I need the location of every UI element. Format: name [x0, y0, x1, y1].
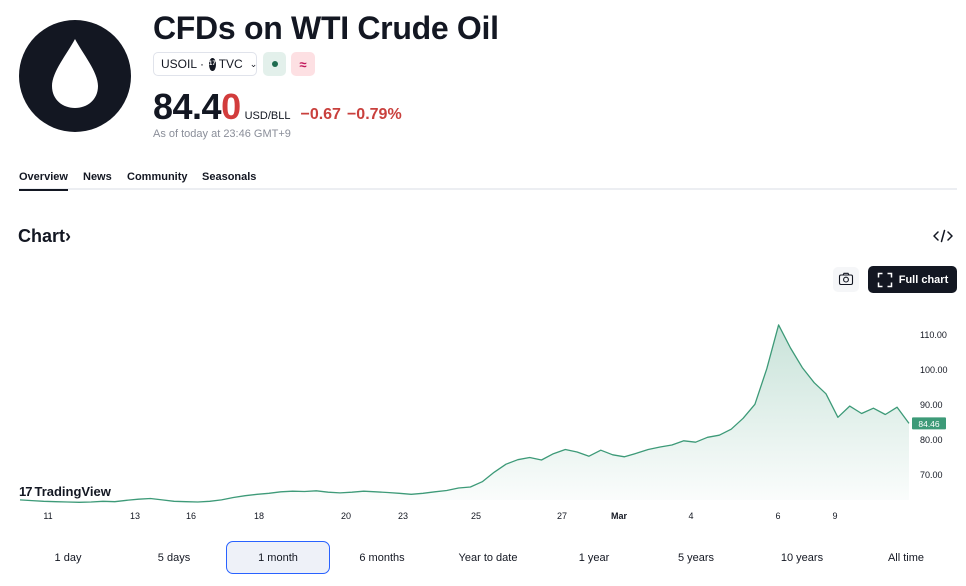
x-axis-tick-label: 27 [557, 511, 567, 521]
range-button[interactable]: Year to date [458, 551, 518, 564]
fullscreen-icon [877, 272, 892, 287]
embed-code-icon[interactable] [933, 229, 953, 243]
range-button[interactable]: 6 months [359, 551, 405, 564]
price-row: 84.4 0 USD/BLL −0.67 −0.79% [153, 86, 402, 128]
range-button[interactable]: 5 years [677, 551, 715, 564]
y-axis-tick-label: 80.00 [920, 435, 943, 445]
chevron-down-icon: ⌄ [249, 58, 258, 69]
x-axis-tick-label: 25 [471, 511, 481, 521]
market-status-badge[interactable] [263, 52, 286, 76]
x-axis-tick-label: Mar [611, 511, 628, 521]
x-axis-tick-label: 9 [832, 511, 837, 521]
x-axis-tick-label: 16 [186, 511, 196, 521]
price-timestamp: As of today at 23:46 GMT+9 [153, 128, 291, 140]
x-axis-tick-label: 23 [398, 511, 408, 521]
tradingview-mark-icon: 17 [19, 484, 33, 499]
x-axis-tick-label: 4 [688, 511, 693, 521]
chart-heading-label: Chart [18, 226, 66, 246]
x-axis-tick-label: 20 [341, 511, 351, 521]
range-button[interactable]: All time [887, 551, 925, 564]
last-price: 84.4 [153, 86, 222, 127]
price-currency: USD/BLL [244, 110, 291, 122]
symbol-ticker: USOIL [161, 57, 198, 71]
tab-community[interactable]: Community [127, 171, 188, 183]
y-axis-tick-label: 110.00 [920, 330, 947, 340]
price-area-fill [20, 324, 909, 503]
range-button[interactable]: 5 days [157, 551, 191, 564]
market-open-dot-icon [271, 61, 278, 67]
tab-news[interactable]: News [83, 171, 112, 183]
chevron-right-icon: › [65, 226, 72, 246]
last-price-tick-digit: 0 [221, 86, 241, 127]
last-price-marker [912, 417, 946, 430]
x-axis-tick-label: 11 [43, 511, 52, 521]
range-button[interactable]: 1 month [226, 541, 330, 574]
oil-drop-icon [52, 39, 98, 108]
range-button[interactable]: 10 years [780, 551, 824, 564]
data-delay-badge[interactable]: ≈ [291, 52, 315, 76]
tab-seasonals[interactable]: Seasonals [202, 171, 257, 183]
x-axis-tick-label: 6 [775, 511, 780, 521]
full-chart-label: Full chart [898, 273, 949, 286]
symbol-selector[interactable]: USOIL · 17 TVC ⌄ [153, 52, 257, 76]
page-title: CFDs on WTI Crude Oil [153, 10, 499, 46]
range-button[interactable]: 1 year [578, 551, 610, 564]
full-chart-button[interactable]: Full chart [868, 266, 957, 293]
symbol-tabs: Overview News Community Seasonals [19, 165, 957, 191]
y-axis-tick-label: 70.00 [920, 470, 943, 480]
y-axis-tick-label: 90.00 [920, 400, 943, 410]
tradingview-logo: 17 TradingView [19, 484, 111, 499]
symbol-logo [19, 20, 131, 132]
x-axis-tick-label: 13 [130, 511, 140, 521]
range-button[interactable]: 1 day [54, 551, 82, 564]
price-chart[interactable]: 110.00 100.00 90.00 80.00 70.00 84.46 11 13 16 18… [0, 300, 966, 530]
last-price-label: 84.46 [918, 419, 940, 429]
tradingview-badge-icon: 17 [209, 57, 216, 71]
tab-overview[interactable]: Overview [19, 171, 68, 191]
tradingview-wordmark: TradingView [34, 484, 111, 499]
price-change-percent: −0.79% [346, 106, 402, 123]
price-line [19, 324, 910, 503]
delay-approx-icon: ≈ [299, 56, 307, 72]
camera-icon [838, 272, 854, 286]
price-change: −0.67 [300, 106, 341, 123]
x-axis-tick-label: 18 [254, 511, 264, 521]
exchange-name: TVC [218, 57, 243, 71]
y-axis-tick-label: 100.00 [920, 365, 948, 375]
chart-heading-link[interactable]: Chart› [18, 226, 71, 247]
snapshot-button[interactable] [833, 267, 859, 292]
symbol-separator: · [200, 57, 205, 71]
time-range-selector: 1 day 5 days 1 month 6 months Year to date 1 … [16, 541, 960, 574]
